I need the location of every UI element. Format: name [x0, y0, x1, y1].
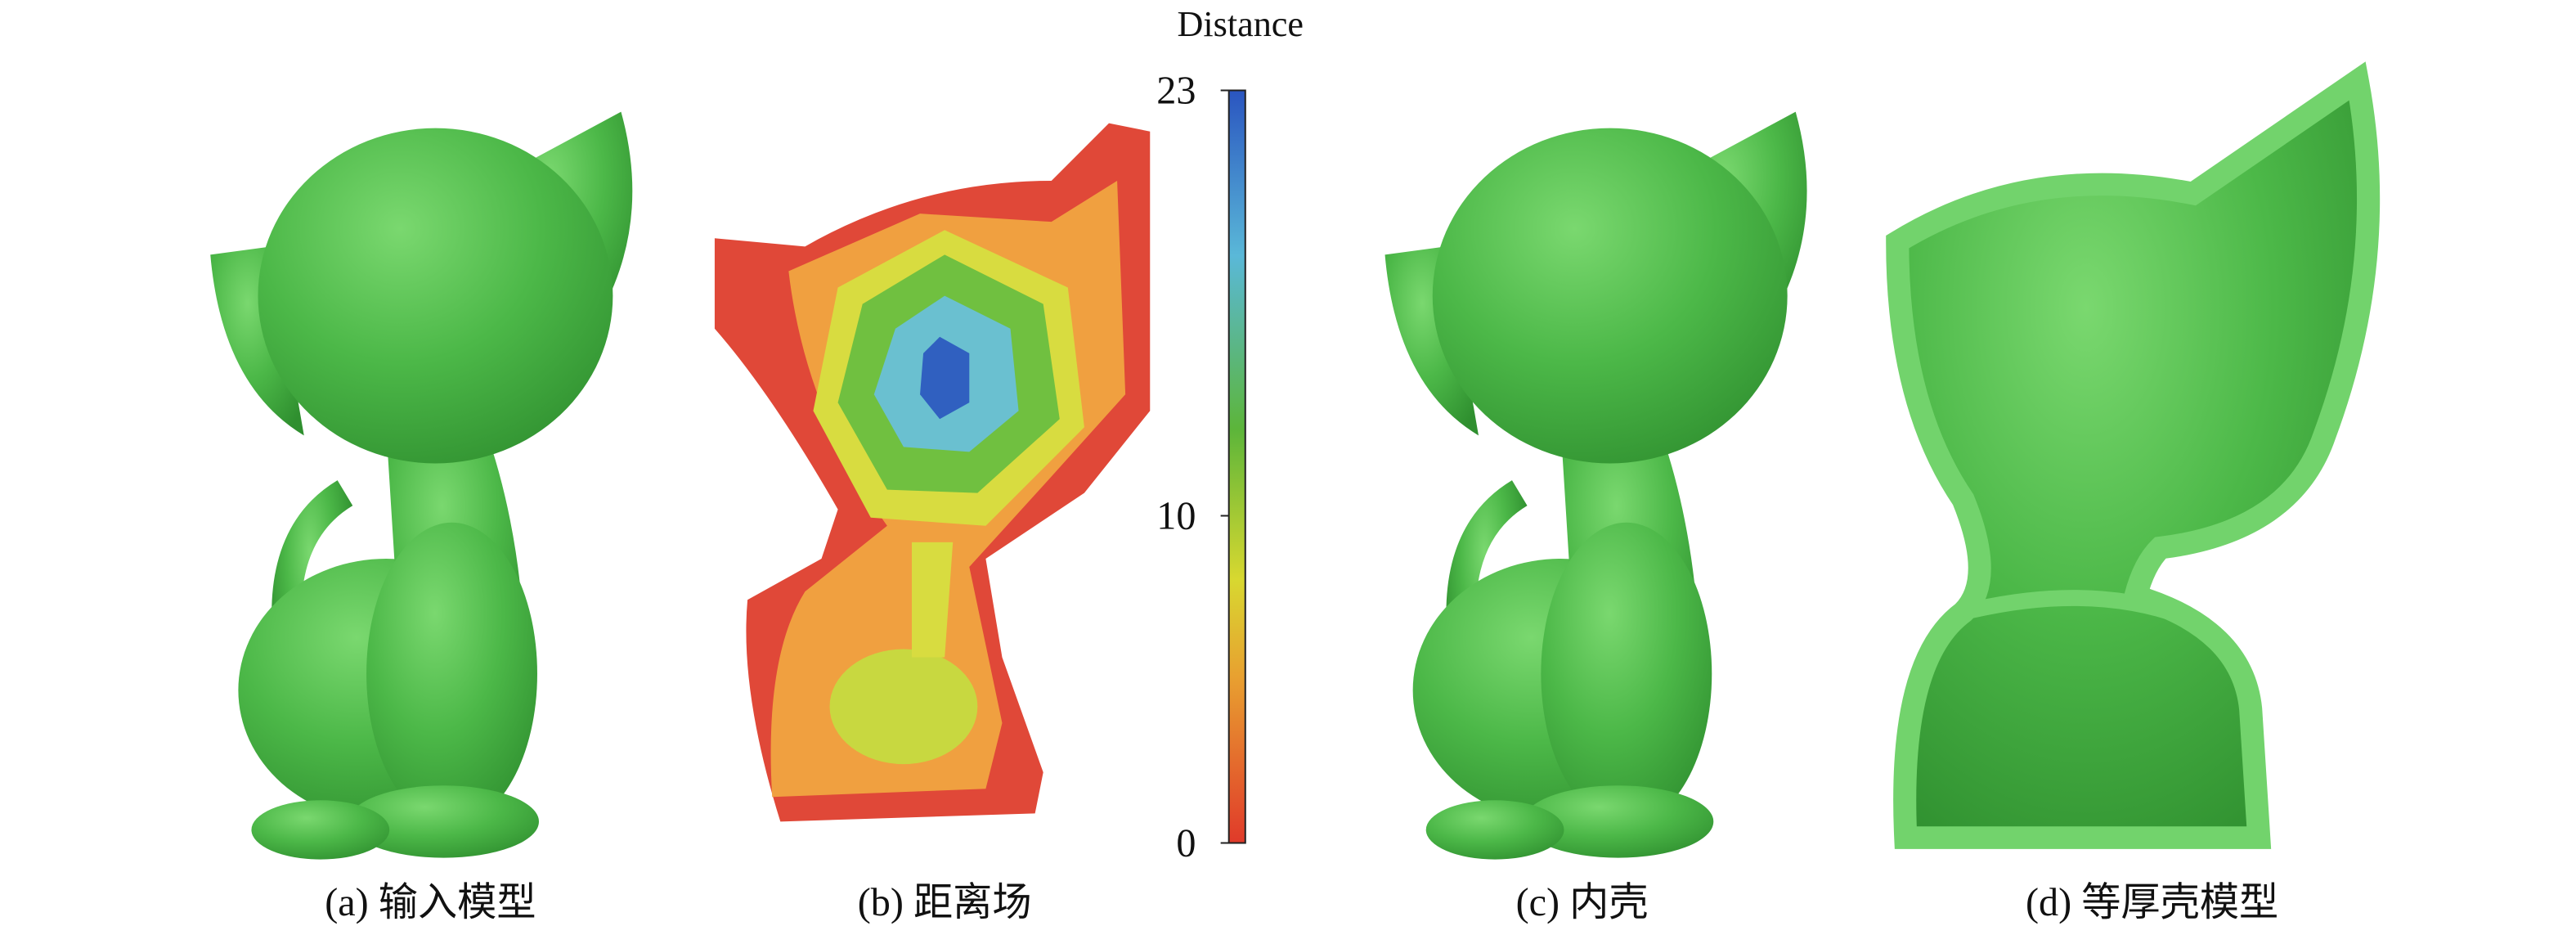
- model-shell: [1886, 61, 2381, 849]
- model-input: [210, 112, 632, 860]
- caption: (d) 等厚壳模型: [2026, 881, 2278, 924]
- caption: (c) 内壳: [1516, 881, 1649, 924]
- caption: (b) 距离场: [858, 881, 1032, 924]
- model-inner-shell: [1385, 112, 1807, 860]
- colorbar-tick-label: 23: [1156, 70, 1196, 113]
- caption: (a) 输入模型: [325, 881, 536, 924]
- colorbar-tick-label: 0: [1176, 822, 1196, 865]
- colorbar-tick-label: 10: [1156, 495, 1196, 538]
- colorbar-gradient: [1227, 89, 1246, 844]
- colorbar: Distance: [1177, 4, 1304, 844]
- distance-field: [714, 123, 1151, 822]
- colorbar-title: Distance: [1177, 4, 1304, 44]
